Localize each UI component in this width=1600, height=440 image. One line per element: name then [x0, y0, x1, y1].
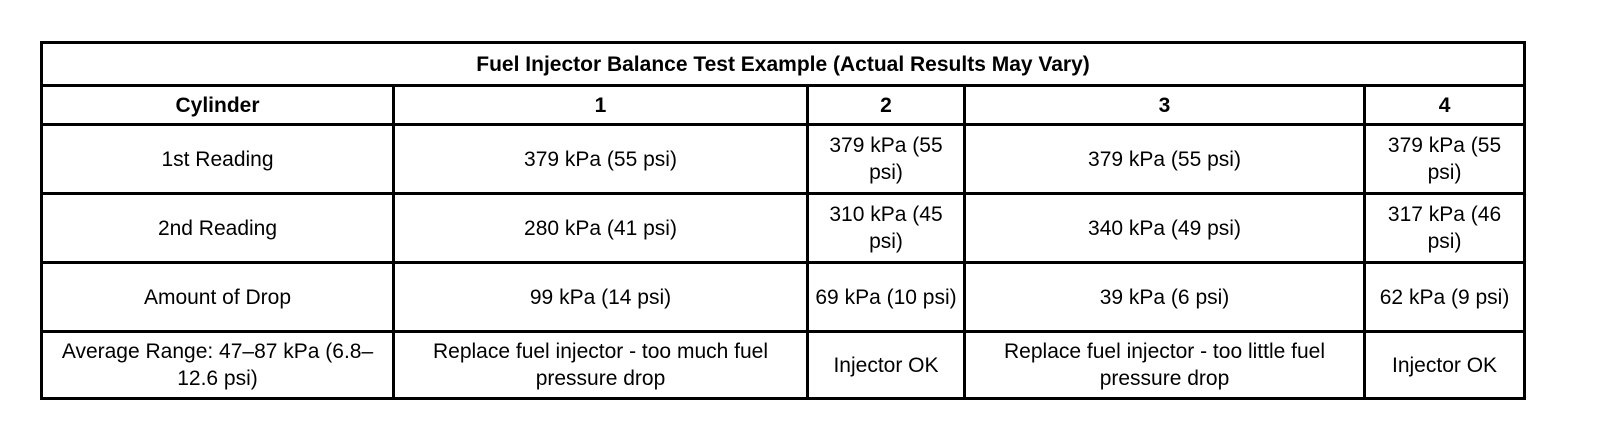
row-label: Amount of Drop: [40, 261, 395, 333]
header-cylinder: Cylinder: [40, 84, 395, 126]
table-cell: Replace fuel injector - too little fuel …: [963, 330, 1366, 400]
table-row-average-range: Average Range: 47–87 kPa (6.8–12.6 psi) …: [40, 330, 1527, 400]
table-title-row: Fuel Injector Balance Test Example (Actu…: [39, 41, 1527, 87]
row-label: 2nd Reading: [40, 192, 395, 264]
header-cylinder-1: 1: [392, 84, 809, 126]
table-cell: 379 kPa (55 psi): [1362, 123, 1527, 195]
table-cell: 280 kPa (41 psi): [392, 192, 809, 264]
table-cell: 317 kPa (46 psi): [1362, 192, 1527, 264]
table-row-amount-of-drop: Amount of Drop 99 kPa (14 psi) 69 kPa (1…: [40, 261, 1527, 333]
table-title: Fuel Injector Balance Test Example (Actu…: [39, 41, 1527, 87]
table-cell: 62 kPa (9 psi): [1362, 261, 1527, 333]
table-cell: 379 kPa (55 psi): [392, 123, 809, 195]
table-cell: 379 kPa (55 psi): [963, 123, 1366, 195]
table-cell: 340 kPa (49 psi): [963, 192, 1366, 264]
table-cell: 99 kPa (14 psi): [392, 261, 809, 333]
row-label: 1st Reading: [40, 123, 395, 195]
table-row-1st-reading: 1st Reading 379 kPa (55 psi) 379 kPa (55…: [40, 123, 1527, 195]
table-cell: 39 kPa (6 psi): [963, 261, 1366, 333]
table-cell: Replace fuel injector - too much fuel pr…: [392, 330, 809, 400]
table-cell: Injector OK: [1362, 330, 1527, 400]
injector-balance-table: Fuel Injector Balance Test Example (Actu…: [39, 41, 1527, 400]
header-cylinder-3: 3: [963, 84, 1366, 126]
table-cell: 69 kPa (10 psi): [806, 261, 966, 333]
table-cell: 379 kPa (55 psi): [806, 123, 966, 195]
table-cell: Injector OK: [806, 330, 966, 400]
header-cylinder-4: 4: [1362, 84, 1527, 126]
table-cell: 310 kPa (45 psi): [806, 192, 966, 264]
table-row-2nd-reading: 2nd Reading 280 kPa (41 psi) 310 kPa (45…: [40, 192, 1527, 264]
header-cylinder-2: 2: [806, 84, 966, 126]
table-header-row: Cylinder 1 2 3 4: [40, 84, 1527, 126]
row-label: Average Range: 47–87 kPa (6.8–12.6 psi): [40, 330, 395, 400]
